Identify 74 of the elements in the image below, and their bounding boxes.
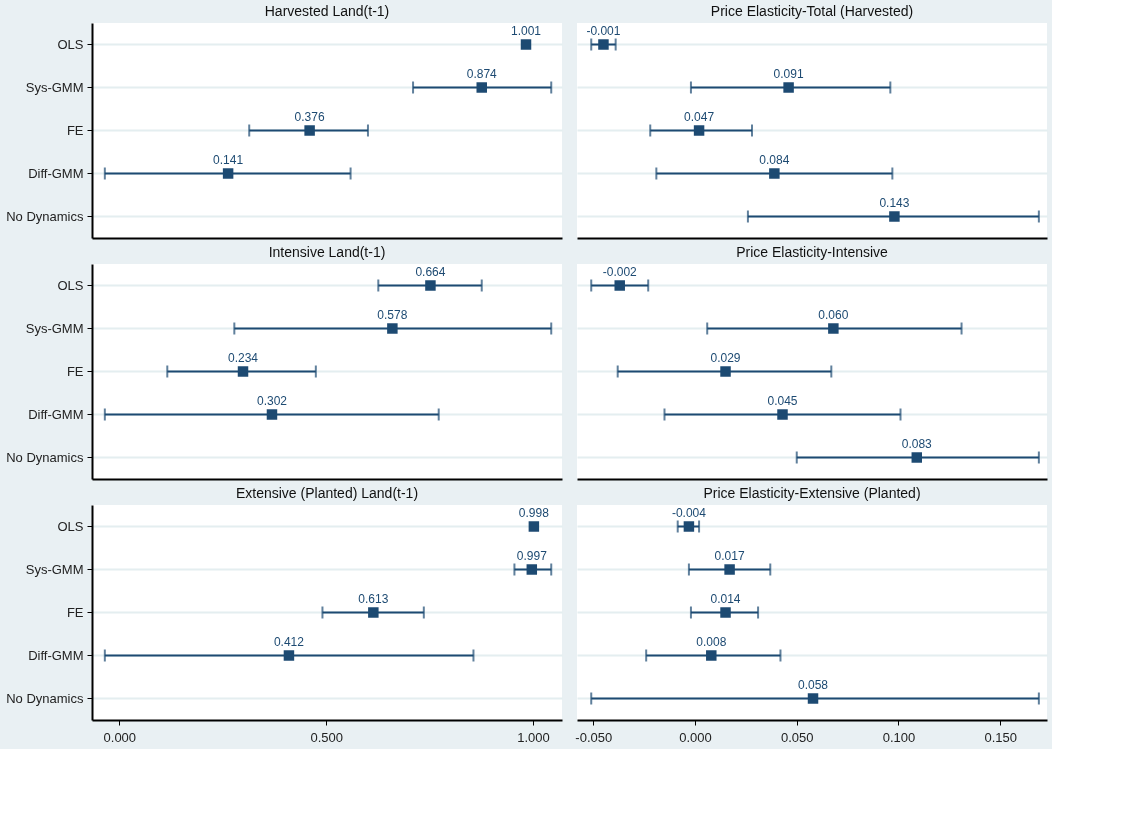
chart-title: Harvested Land(t-1) [264, 3, 390, 19]
annotation: 0.613 [358, 591, 389, 606]
annotation: 0.141 [213, 152, 244, 167]
annotation: 0.047 [684, 109, 715, 124]
x-tick-label: 0.150 [984, 729, 1017, 745]
point [706, 650, 717, 661]
annotation: 0.014 [710, 591, 741, 606]
annotation: -0.001 [586, 23, 621, 38]
point [368, 607, 379, 618]
point [476, 82, 487, 93]
x-tick-label: 0.500 [310, 729, 343, 745]
x-tick-label: 0.000 [679, 729, 712, 745]
annotation: 0.084 [759, 152, 790, 167]
annotation: 0.045 [767, 393, 798, 408]
chart-title: Price Elasticity-Total (Harvested) [710, 3, 914, 19]
annotation: 0.664 [415, 264, 446, 279]
point [828, 323, 839, 334]
y-tick-label: Diff-GMM [28, 647, 84, 663]
annotation: 0.234 [228, 350, 259, 365]
y-tick-label: No Dynamics [6, 449, 84, 465]
annotation: 1.001 [510, 23, 542, 38]
annotation: 0.998 [518, 505, 550, 520]
y-tick-label: Diff-GMM [28, 165, 84, 181]
annotation: 0.029 [710, 350, 741, 365]
point [520, 39, 532, 50]
y-tick-label: Sys-GMM [25, 79, 84, 95]
y-tick-label: FE [66, 604, 84, 620]
chart-title: Price Elasticity-Intensive [736, 244, 889, 260]
point [304, 125, 315, 136]
annotation: -0.004 [671, 505, 707, 520]
annotation: 0.058 [798, 677, 829, 692]
annotation: 0.017 [714, 548, 745, 563]
annotation: 0.376 [294, 109, 325, 124]
point [720, 607, 731, 618]
chart-title: Price Elasticity-Extensive (Planted) [703, 485, 921, 501]
point [598, 39, 609, 50]
x-tick-label: 0.000 [103, 729, 137, 745]
point [769, 168, 780, 179]
y-tick-label: OLS [57, 36, 84, 52]
annotation: 0.143 [879, 195, 910, 210]
x-tick-label: 1.000 [517, 729, 550, 745]
y-tick-label: OLS [57, 277, 84, 293]
y-tick-label: No Dynamics [6, 690, 84, 706]
annotation: 0.008 [696, 634, 727, 649]
point [720, 366, 731, 377]
point [425, 280, 436, 291]
annotation: 0.578 [377, 307, 408, 322]
chart-title: Intensive Land(t-1) [268, 244, 386, 260]
annotation: 0.874 [466, 66, 498, 81]
point [387, 323, 398, 334]
x-tick-label: -0.050 [575, 729, 613, 745]
x-tick-label: 0.050 [780, 729, 814, 745]
y-tick-label: OLS [57, 518, 84, 534]
annotation: 0.302 [256, 393, 288, 408]
annotation: 0.997 [516, 548, 548, 563]
point [528, 521, 540, 532]
point [783, 82, 794, 93]
point [614, 280, 625, 291]
y-tick-label: FE [66, 122, 84, 138]
point [777, 409, 788, 420]
y-tick-label: FE [66, 363, 84, 379]
y-tick-label: No Dynamics [6, 208, 84, 224]
x-tick-label: 0.100 [882, 729, 916, 745]
y-tick-label: Diff-GMM [28, 406, 84, 422]
annotation: 0.083 [901, 436, 933, 451]
point [889, 211, 900, 222]
point [724, 564, 735, 575]
annotation: -0.002 [602, 264, 638, 279]
y-tick-label: Sys-GMM [25, 320, 84, 336]
chart-title: Extensive (Planted) Land(t-1) [235, 485, 419, 501]
y-tick-label: Sys-GMM [25, 561, 84, 577]
annotation: 0.412 [273, 634, 305, 649]
annotation: 0.091 [773, 66, 804, 81]
annotation: 0.060 [818, 307, 849, 322]
